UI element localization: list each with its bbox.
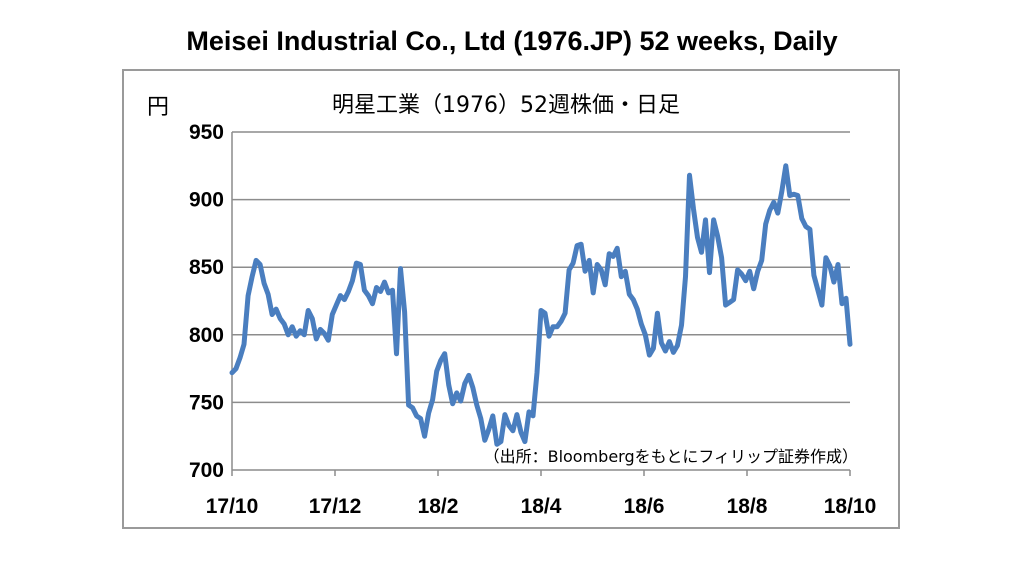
- y-tick-label: 850: [189, 256, 224, 279]
- y-tick-label: 750: [189, 391, 224, 414]
- y-tick-labels: 950 900 850 800 750 700: [189, 121, 224, 482]
- y-axis-unit-label: 円: [147, 95, 169, 120]
- chart-frame: [122, 69, 900, 529]
- source-note: （出所：Bloombergをもとにフィリップ証券作成）: [484, 447, 858, 466]
- y-tick-label: 900: [189, 189, 224, 212]
- x-tick-labels: 17/10 17/12 18/2 18/4 18/6 18/8 18/10: [206, 495, 877, 518]
- axes: [231, 132, 851, 476]
- x-tick-label: 17/10: [206, 495, 259, 518]
- y-tick-label: 800: [189, 324, 224, 347]
- x-tick-label: 18/10: [824, 495, 877, 518]
- page-title: Meisei Industrial Co., Ltd (1976.JP) 52 …: [186, 26, 838, 56]
- x-tick-label: 18/8: [727, 495, 768, 518]
- x-tick-label: 18/4: [521, 495, 562, 518]
- y-tick-label: 700: [189, 459, 224, 482]
- y-tick-label: 950: [189, 121, 224, 144]
- price-line: [229, 163, 853, 447]
- gridlines: [232, 131, 850, 404]
- x-tick-label: 18/6: [624, 495, 665, 518]
- chart-title: 明星工業（1976）52週株価・日足: [332, 93, 680, 118]
- x-tick-label: 18/2: [418, 495, 459, 518]
- x-tick-label: 17/12: [309, 495, 362, 518]
- series-group: [229, 163, 853, 447]
